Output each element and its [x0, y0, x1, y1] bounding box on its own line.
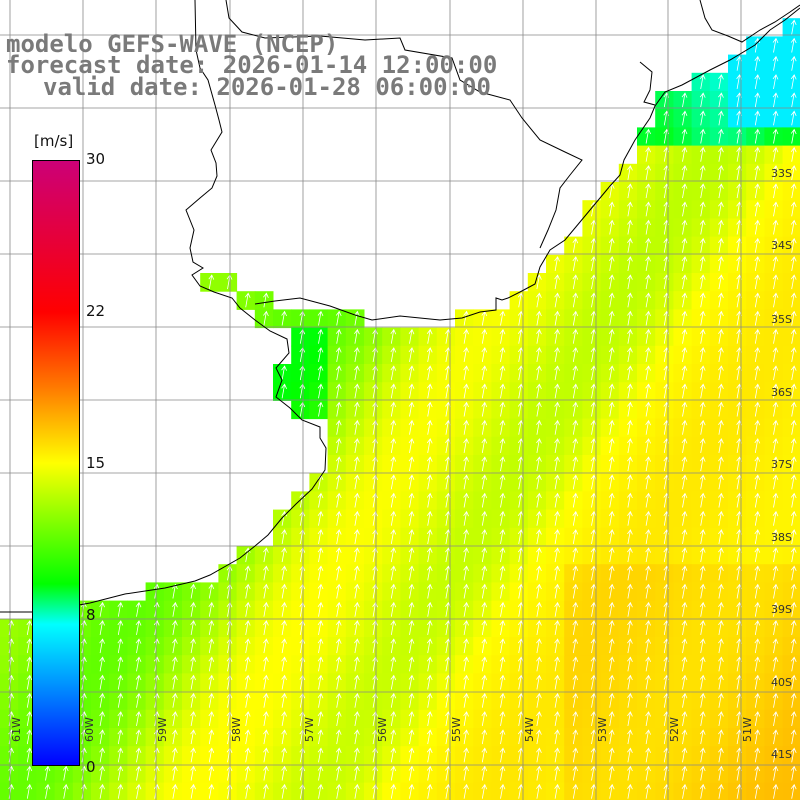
- lat-label-40s: 40S: [771, 676, 792, 689]
- colorbar-label-22: 22: [86, 302, 106, 320]
- lon-label-51w: 51W: [741, 717, 754, 742]
- lat-label-41s: 41S: [771, 748, 792, 761]
- lon-label-52w: 52W: [668, 717, 681, 742]
- lon-label-56w: 56W: [376, 717, 389, 742]
- lat-label-35s: 35S: [771, 313, 792, 326]
- colorbar-label-0: 0: [86, 758, 96, 776]
- lat-label-39s: 39S: [771, 603, 792, 616]
- lat-label-34s: 34S: [771, 239, 792, 252]
- title-model: modelo GEFS-WAVE (NCEP): [6, 30, 339, 58]
- coastline: [0, 0, 800, 613]
- lon-label-60w: 60W: [83, 717, 96, 742]
- lon-label-58w: 58W: [230, 717, 243, 742]
- lon-label-54w: 54W: [523, 717, 536, 742]
- title-valid-date: valid date: 2026-01-28 06:00:00: [43, 73, 491, 101]
- colorbar: [32, 160, 80, 766]
- wind-speed-field: [0, 18, 800, 800]
- lat-label-37s: 37S: [771, 458, 792, 471]
- wind-arrows: [8, 19, 797, 799]
- lon-label-55w: 55W: [450, 717, 463, 742]
- lat-label-36s: 36S: [771, 386, 792, 399]
- lat-label-38s: 38S: [771, 531, 792, 544]
- colorbar-label-30: 30: [86, 150, 106, 168]
- lon-label-53w: 53W: [596, 717, 609, 742]
- colorbar-label-8: 8: [86, 606, 96, 624]
- lon-label-61w: 61W: [10, 717, 23, 742]
- lat-label-33s: 33S: [771, 167, 792, 180]
- lon-label-59w: 59W: [156, 717, 169, 742]
- title-forecast-date: forecast date: 2026-01-14 12:00:00: [6, 51, 498, 79]
- colorbar-unit: [m/s]: [34, 132, 74, 150]
- lon-label-57w: 57W: [303, 717, 316, 742]
- colorbar-label-15: 15: [86, 454, 106, 472]
